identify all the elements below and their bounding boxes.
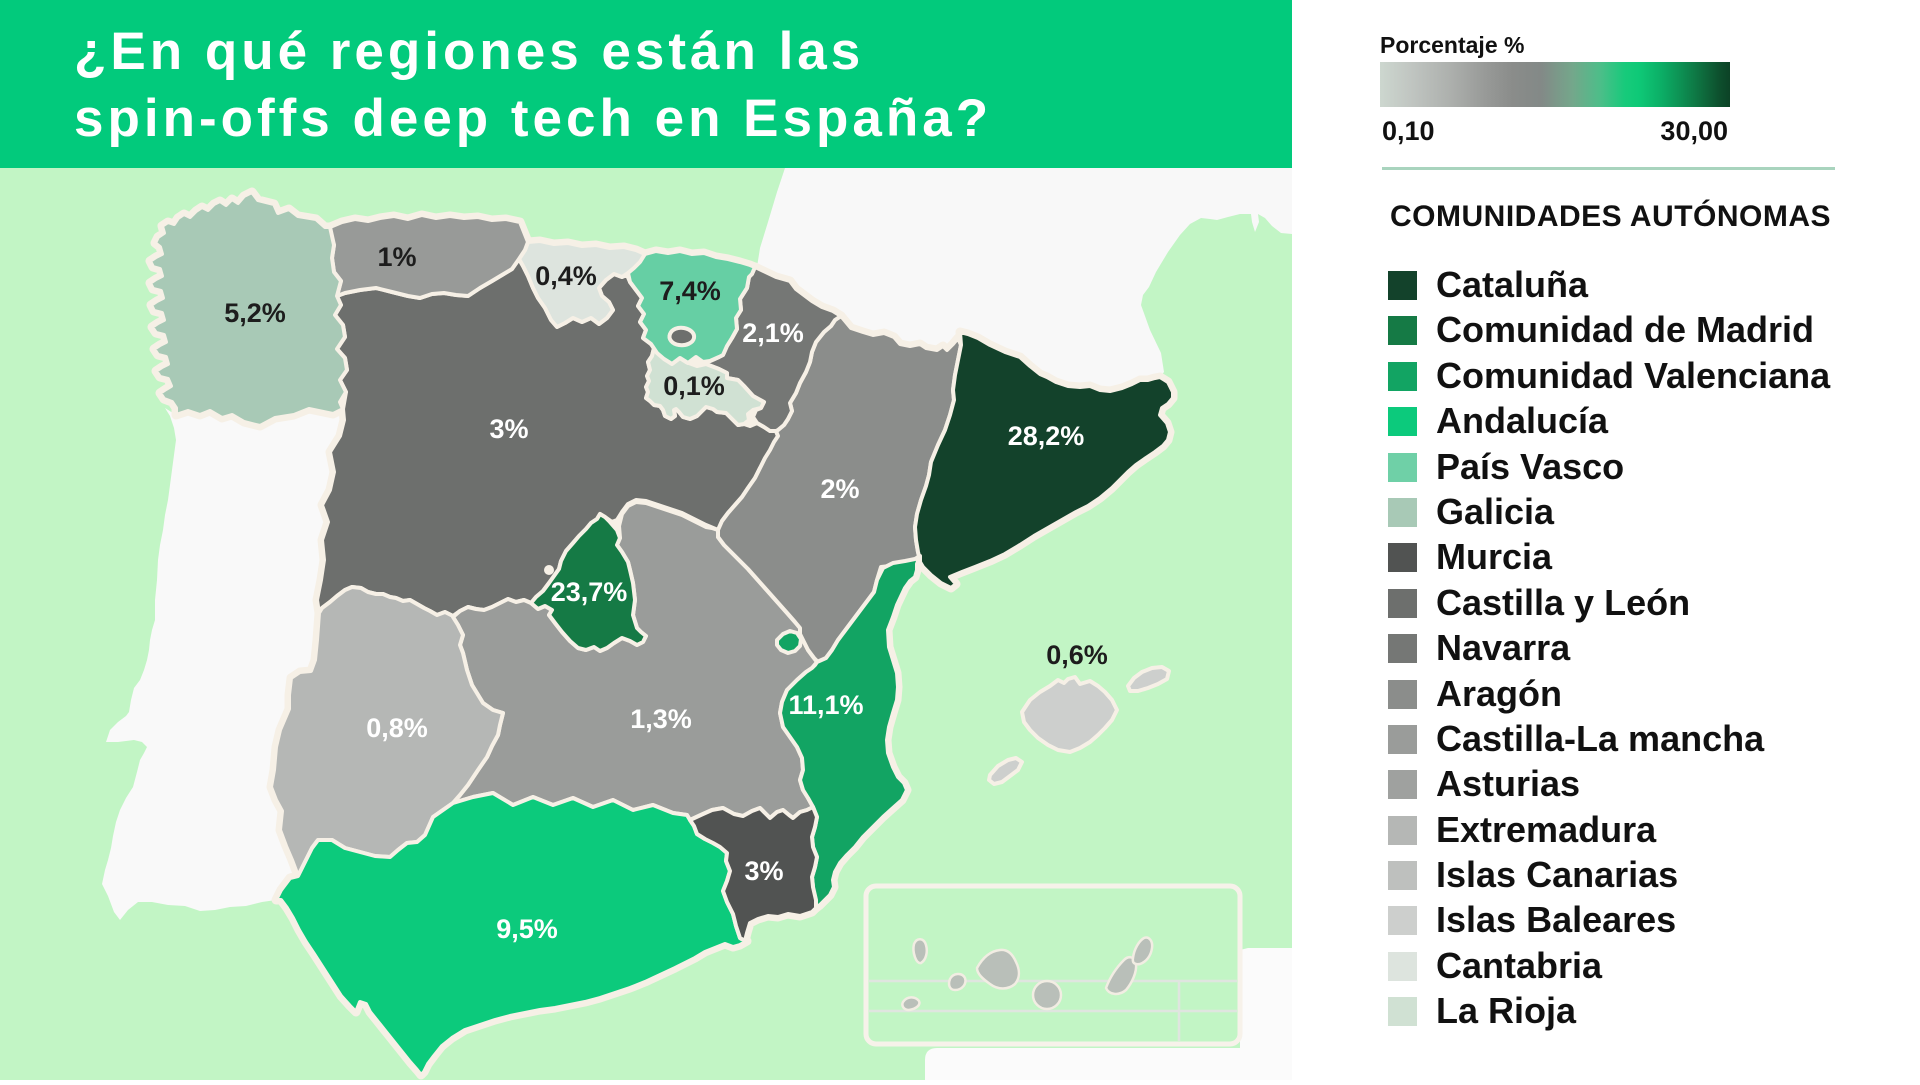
svg-text:7,4%: 7,4% [659,276,721,306]
svg-text:2,1%: 2,1% [742,318,804,348]
svg-text:1%: 1% [377,242,416,272]
svg-text:5,2%: 5,2% [224,298,286,328]
svg-text:28,2%: 28,2% [1008,421,1085,451]
svg-text:9,5%: 9,5% [496,914,558,944]
svg-text:0,6%: 0,6% [1046,640,1108,670]
svg-text:0,4%: 0,4% [535,261,597,291]
svg-text:3%: 3% [489,414,528,444]
svg-text:23,7%: 23,7% [551,577,628,607]
svg-text:0,1%: 0,1% [663,371,725,401]
svg-text:3%: 3% [744,856,783,886]
svg-text:1,3%: 1,3% [630,704,692,734]
svg-text:11,1%: 11,1% [788,690,863,720]
svg-text:0,8%: 0,8% [366,713,428,743]
svg-text:2%: 2% [820,474,859,504]
